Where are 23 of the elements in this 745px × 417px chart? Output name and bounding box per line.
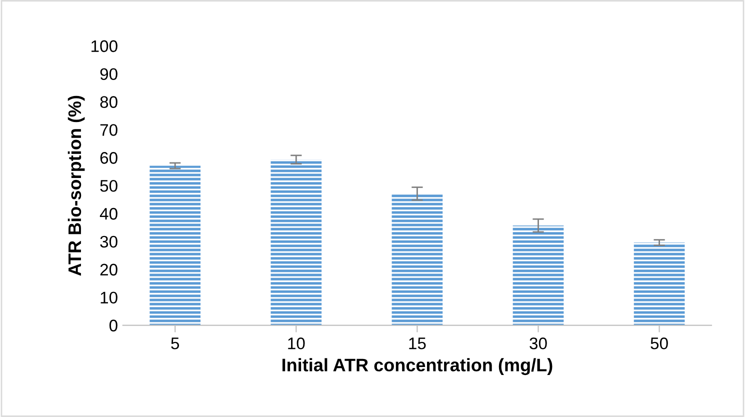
bar (512, 226, 564, 326)
y-tick-label: 60 (100, 152, 118, 164)
y-tick-label: 90 (100, 68, 118, 80)
x-tick-label: 30 (530, 338, 547, 350)
y-tick-label: 50 (100, 180, 118, 192)
y-tick-label: 0 (109, 320, 118, 332)
x-tick-label: 5 (171, 338, 180, 350)
y-tick-label: 100 (92, 40, 118, 52)
bar (392, 194, 443, 326)
bar (270, 160, 322, 326)
x-axis-title: Initial ATR concentration (mg/L) (282, 358, 552, 376)
bar (150, 166, 201, 326)
y-tick-label: 80 (100, 96, 118, 108)
y-axis-title: ATR Bio-sorption (%) (68, 96, 85, 276)
y-tick-label: 70 (100, 124, 118, 136)
x-tick-label: 15 (409, 338, 426, 350)
y-tick-label: 20 (100, 264, 118, 276)
y-tick-label: 30 (100, 236, 118, 248)
y-tick-label: 40 (100, 208, 118, 220)
y-tick-label: 10 (100, 292, 118, 304)
x-tick-label: 10 (288, 338, 305, 350)
x-tick-label: 50 (650, 338, 668, 350)
bar (634, 242, 685, 326)
